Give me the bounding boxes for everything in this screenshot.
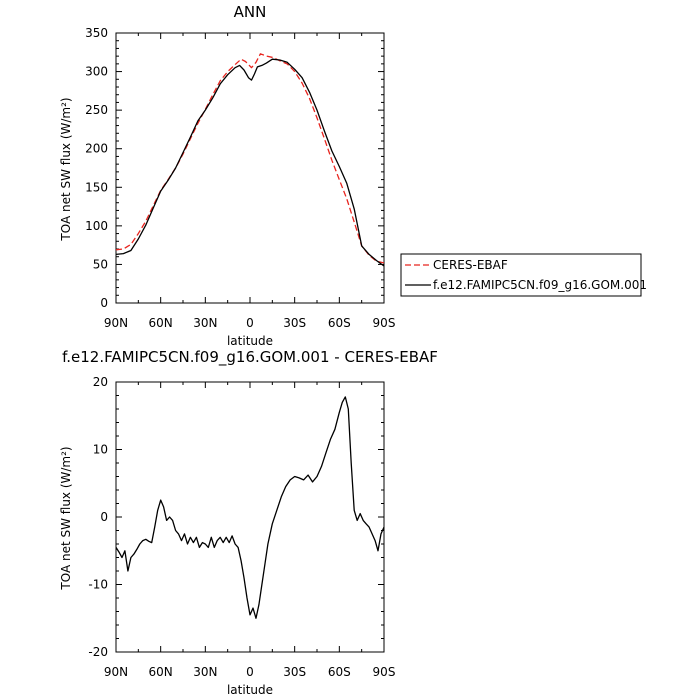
- chart-top-x-tick-label: 90S: [373, 316, 396, 330]
- chart-top-x-tick-label: 90N: [104, 316, 128, 330]
- chart-top-x-tick-label: 60N: [149, 316, 173, 330]
- chart-bottom-y-tick-label: 10: [93, 443, 108, 457]
- chart-top-x-tick-label: 30S: [283, 316, 306, 330]
- chart-bottom-x-tick-label: 90N: [104, 665, 128, 679]
- chart-bottom-series-line-0: [115, 396, 385, 619]
- chart-bottom: f.e12.FAMIPC5CN.f09_g16.GOM.001 - CERES-…: [59, 348, 438, 697]
- chart-top-x-tick-label: 30N: [193, 316, 217, 330]
- legend-box: [400, 253, 642, 297]
- chart-bottom-y-axis-title: TOA net SW flux (W/m²): [59, 446, 73, 590]
- chart-top-x-tick-label: 0: [246, 316, 254, 330]
- chart-bottom-x-tick-label: 60S: [328, 665, 351, 679]
- chart-bottom-x-tick-label: 30S: [283, 665, 306, 679]
- chart-top-y-tick-label: 50: [93, 257, 108, 271]
- chart-top-y-axis-title: TOA net SW flux (W/m²): [59, 97, 73, 241]
- legend-label-1: f.e12.FAMIPC5CN.f09_g16.GOM.001: [433, 278, 647, 292]
- chart-bottom-x-tick-label: 0: [246, 665, 254, 679]
- chart-top-title: ANN: [234, 3, 267, 21]
- chart-top-y-tick-label: 200: [85, 142, 108, 156]
- chart-top-x-axis-title: latitude: [227, 334, 273, 348]
- chart-top-y-tick-label: 250: [85, 103, 108, 117]
- chart-top-y-tick-label: 350: [85, 26, 108, 40]
- chart-bottom-y-tick-label: 20: [93, 375, 108, 389]
- chart-bottom-y-tick-label: 0: [100, 510, 108, 524]
- chart-top-frame: [115, 32, 385, 304]
- chart-bottom-title: f.e12.FAMIPC5CN.f09_g16.GOM.001 - CERES-…: [62, 348, 438, 367]
- chart-bottom-x-tick-label: 90S: [373, 665, 396, 679]
- legend-label-0: CERES-EBAF: [433, 258, 508, 272]
- chart-top-y-tick-label: 150: [85, 180, 108, 194]
- chart-bottom-y-tick-label: -20: [88, 645, 108, 659]
- chart-bottom-x-tick-label: 60N: [149, 665, 173, 679]
- chart-bottom-x-tick-label: 30N: [193, 665, 217, 679]
- chart-top-x-tick-label: 60S: [328, 316, 351, 330]
- chart-top-series-line-0: [115, 53, 385, 264]
- chart-top-y-tick-label: 300: [85, 65, 108, 79]
- chart-top-y-tick-label: 0: [100, 296, 108, 310]
- chart-bottom-y-tick-label: -10: [88, 578, 108, 592]
- chart-top: ANN 90N 60N 30N 0 30S 60S 90S 0 50 100 150 200 250 30…: [59, 3, 647, 348]
- chart-top-y-tick-label: 100: [85, 219, 108, 233]
- chart-top-plot-area: 90N 60N 30N 0 30S 60S 90S 0 50 100 150 200 250 300 350: [85, 26, 395, 330]
- chart-bottom-plot-area: 90N 60N 30N 0 30S 60S 90S -20 -10 0 10 20: [88, 375, 395, 679]
- chart-top-legend: CERES-EBAF f.e12.FAMIPC5CN.f09_g16.GOM.00…: [400, 253, 647, 297]
- chart-bottom-x-axis-title: latitude: [227, 683, 273, 697]
- chart-top-series-line-1: [115, 58, 385, 267]
